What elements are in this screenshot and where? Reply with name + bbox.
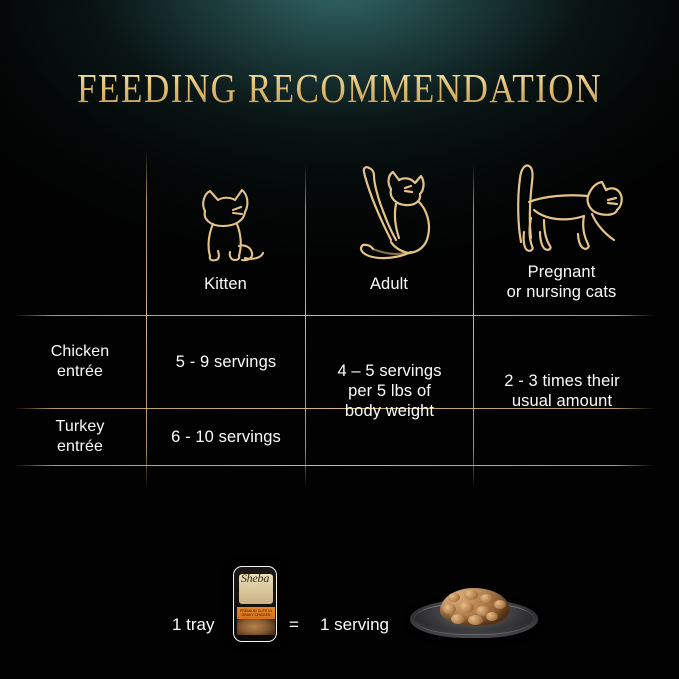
row-header-chicken-line1: Chicken [50,343,110,360]
row-header-turkey: Turkey entrée [14,409,146,465]
tray-variant-band: PREMIUM CUTS IN GRAVY CHICKEN [237,607,275,619]
walking-cat-icon [473,156,650,262]
row-header-chicken-line2: entrée [57,363,103,380]
food-crumb [468,615,483,625]
cell-adult-line1: 4 – 5 servings [337,361,442,380]
column-header-kitten-label: Kitten [204,275,247,293]
food-crumb [476,606,490,616]
table-vline-1 [146,150,147,488]
tray-food-photo [237,619,275,636]
column-header-pregnant-line2: or nursing cats [506,283,617,301]
cell-adult-line3: body weight [344,401,435,420]
legend-equals-sign: = [289,615,299,634]
column-header-kitten: Kitten [146,178,305,294]
sitting-adult-cat-icon [305,156,473,274]
tray-foot-strip [237,635,275,640]
tray-variant-text: PREMIUM CUTS IN GRAVY CHICKEN [239,609,272,617]
serving-legend: 1 tray = 1 serving [0,592,679,662]
table-hline-bottom [14,465,654,466]
cell-pregnant-merged: 2 - 3 times their usual amount [474,316,650,465]
cell-pregnant-line1: 2 - 3 times their [504,371,620,390]
table-vline-2 [305,164,306,488]
tray-label [239,574,273,604]
table-hline-top [14,315,654,316]
cell-turkey-kitten: 6 - 10 servings [147,409,305,465]
table-vline-3 [473,164,474,488]
food-crumb [480,594,493,603]
cell-adult-merged: 4 – 5 servings per 5 lbs of body weight [306,316,473,465]
sheba-tray-icon: Sheba PREMIUM CUTS IN GRAVY CHICKEN [233,566,277,642]
food-crumb [494,600,506,609]
row-header-turkey-line2: entrée [57,438,103,455]
column-header-pregnant: Pregnant or nursing cats [473,156,650,302]
column-header-adult: Adult [305,156,473,294]
column-header-adult-label: Adult [369,275,409,293]
tray-brand-text: Sheba [240,571,270,585]
sitting-kitten-icon [146,178,305,274]
row-header-turkey-line1: Turkey [55,418,105,435]
legend-quantity-label: 1 tray [172,615,215,634]
food-crumb [451,614,465,624]
cell-adult-line2: per 5 lbs of [348,381,431,400]
food-crumb [459,602,474,613]
food-crumb [464,590,478,600]
table-hline-mid [14,408,654,409]
legend-serving-label: 1 serving [320,615,389,634]
cell-chicken-kitten-value: 5 - 9 servings [175,353,277,371]
food-crumb [448,593,460,602]
cell-turkey-kitten-value: 6 - 10 servings [171,428,281,446]
food-crumb [486,612,498,621]
food-crumb [443,604,456,614]
cell-chicken-kitten: 5 - 9 servings [147,316,305,408]
cell-pregnant-line2: usual amount [511,391,613,410]
feeding-table: Kitten [0,140,679,488]
column-header-pregnant-line1: Pregnant [527,263,596,281]
row-header-chicken: Chicken entrée [14,316,146,408]
page-title: FEEDING RECOMMENDATION [48,68,632,109]
food-on-plate-photo [410,588,538,642]
